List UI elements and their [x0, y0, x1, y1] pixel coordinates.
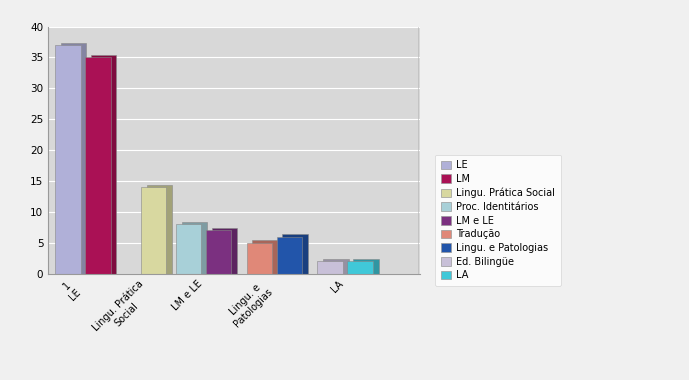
Bar [212, 228, 237, 274]
Bar [61, 43, 86, 274]
Bar [147, 185, 172, 274]
Bar [247, 243, 272, 274]
Bar [182, 222, 207, 274]
Bar [55, 45, 81, 274]
Bar [141, 187, 166, 274]
Bar [91, 55, 116, 274]
Bar [282, 234, 308, 274]
Bar [176, 224, 201, 274]
Bar [85, 57, 110, 274]
Bar [277, 236, 302, 274]
Bar [206, 230, 232, 274]
Bar [347, 261, 373, 274]
Bar [318, 261, 342, 274]
Bar [323, 259, 349, 274]
Bar [353, 259, 378, 274]
Bar [252, 240, 278, 274]
Legend: LE, LM, Lingu. Prática Social, Proc. Identitários, LM e LE, Tradução, Lingu. e P: LE, LM, Lingu. Prática Social, Proc. Ide… [435, 155, 561, 286]
